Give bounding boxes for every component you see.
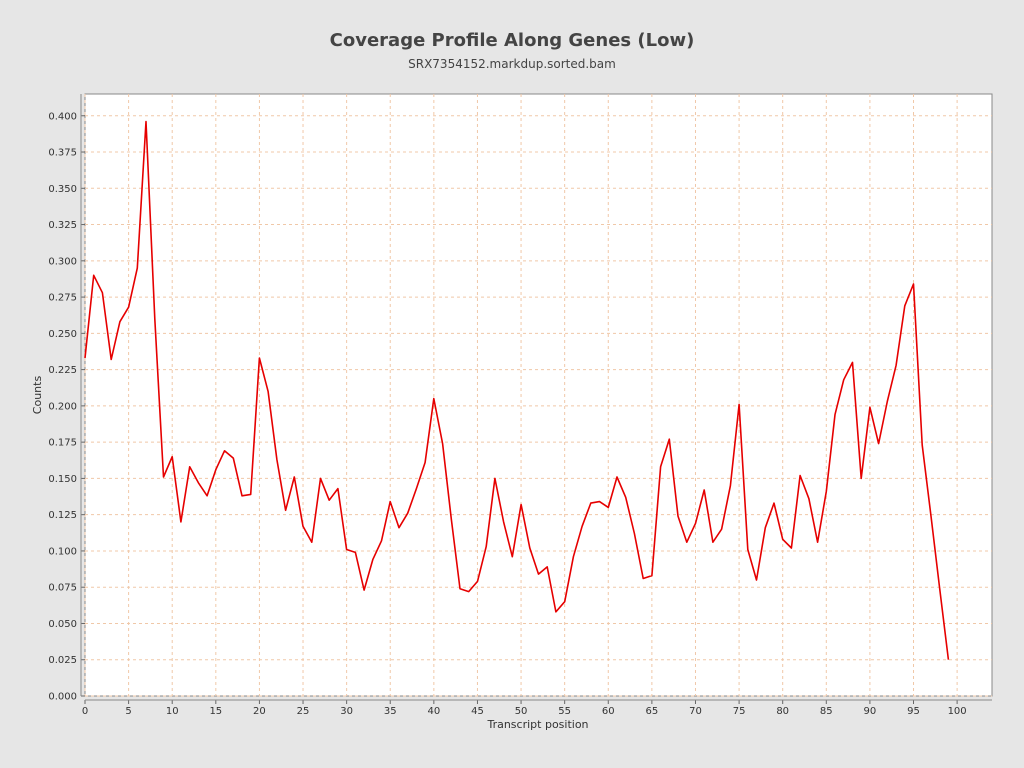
x-tick-label: 25 (297, 706, 310, 717)
x-tick-label: 50 (515, 706, 528, 717)
series-layer (84, 120, 950, 660)
x-tick-label: 55 (558, 706, 571, 717)
x-tick-label: 95 (907, 706, 920, 717)
y-tick-label: 0.225 (48, 365, 77, 376)
y-tick-label: 0.125 (48, 510, 77, 521)
y-axis-label: Counts (31, 376, 44, 415)
y-tick-label: 0.050 (48, 619, 77, 630)
x-tick-label: 70 (689, 706, 702, 717)
y-tick-label: 0.300 (48, 256, 77, 267)
y-tick-label: 0.000 (48, 692, 77, 703)
y-tick-label: 0.375 (48, 148, 77, 159)
plot-area (84, 93, 993, 697)
y-tick-label: 0.175 (48, 438, 77, 449)
y-tick-label: 0.400 (48, 111, 77, 122)
y-tick-label: 0.150 (48, 474, 77, 485)
y-tick-label: 0.325 (48, 220, 77, 231)
axis-layer: 0.000 0.025 0.050 0.075 0.100 0.125 0.150 0.175… (48, 94, 992, 717)
chart-title: Coverage Profile Along Genes (Low) (329, 30, 695, 51)
x-tick-label: 20 (253, 706, 266, 717)
y-tick-label: 0.100 (48, 546, 77, 557)
x-tick-label: 100 (948, 706, 967, 717)
x-tick-label: 35 (384, 706, 397, 717)
y-tick-label: 0.350 (48, 184, 77, 195)
x-tick-label: 30 (340, 706, 353, 717)
x-tick-label: 60 (602, 706, 615, 717)
x-tick-label: 40 (427, 706, 440, 717)
y-tick-label: 0.275 (48, 293, 77, 304)
x-tick-label: 5 (125, 706, 131, 717)
x-tick-label: 10 (166, 706, 179, 717)
chart-subtitle: SRX7354152.markdup.sorted.bam (408, 57, 616, 71)
x-tick-label: 0 (82, 706, 88, 717)
x-tick-label: 85 (820, 706, 833, 717)
grid-layer (84, 94, 992, 697)
x-tick-label: 75 (733, 706, 746, 717)
x-tick-label: 80 (776, 706, 789, 717)
x-tick-label: 90 (864, 706, 877, 717)
x-tick-label: 65 (646, 706, 659, 717)
x-tick-label: 15 (209, 706, 222, 717)
y-tick-label: 0.075 (48, 583, 77, 594)
y-tick-label: 0.250 (48, 329, 77, 340)
y-tick-label: 0.025 (48, 655, 77, 666)
y-tick-label: 0.200 (48, 401, 77, 412)
x-axis-label: Transcript position (486, 718, 588, 731)
series-line (84, 120, 950, 660)
x-tick-label: 45 (471, 706, 484, 717)
